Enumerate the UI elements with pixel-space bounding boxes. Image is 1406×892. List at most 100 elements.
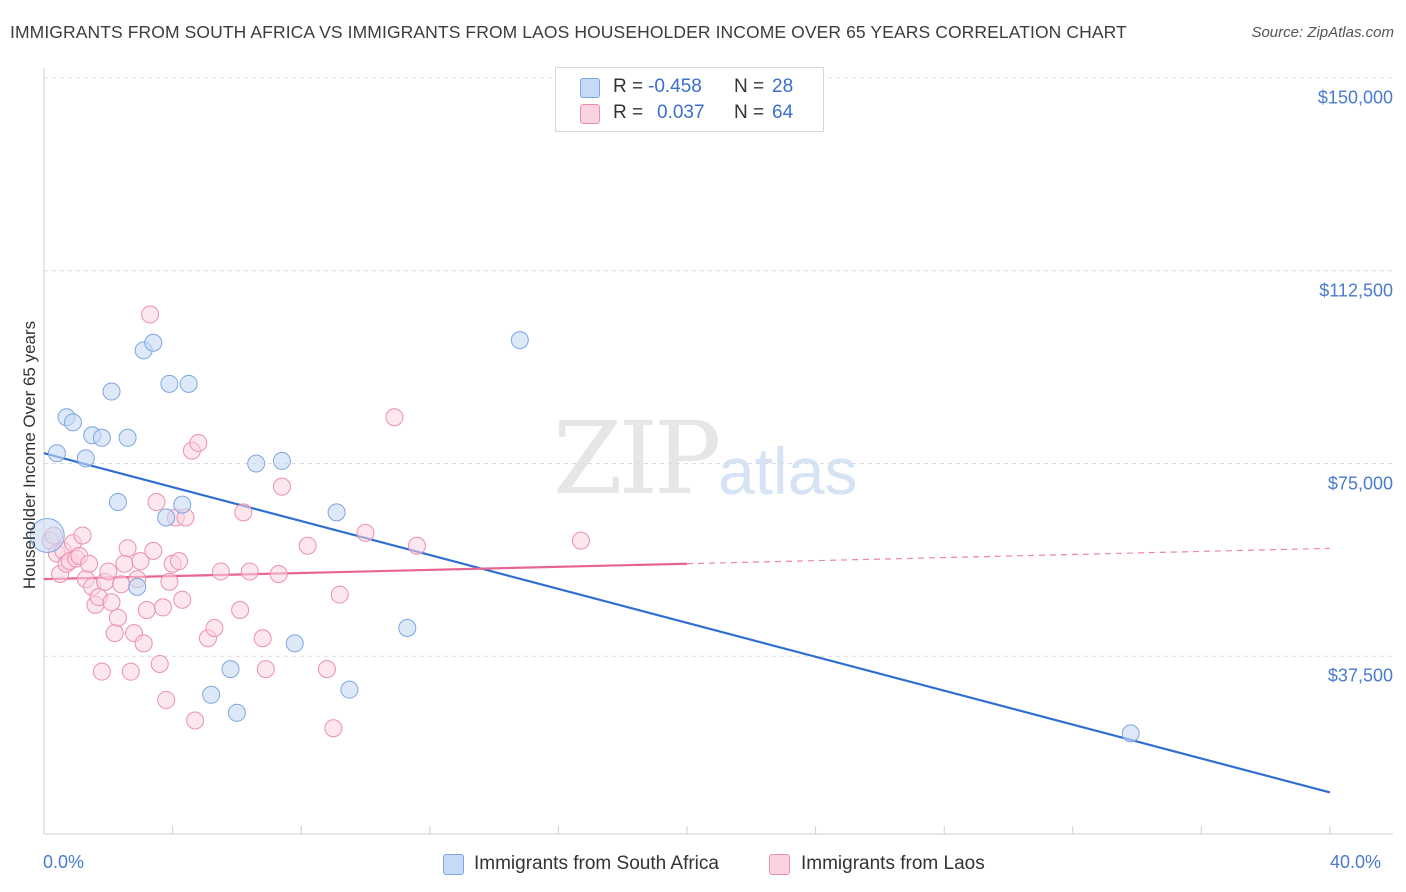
legend-swatch-laos [580, 104, 600, 124]
data-point-south-africa [108, 493, 127, 512]
data-point-laos [118, 539, 137, 558]
y-tick-label: $37,500 [1327, 665, 1393, 686]
trend-line-south-africa [43, 452, 1331, 794]
x-tick-label-min: 0.0% [43, 852, 85, 872]
legend-r-value: -0.458 [648, 76, 702, 97]
legend-r-label: R = [613, 76, 644, 97]
data-point-south-africa [47, 444, 66, 463]
data-point-laos [115, 554, 134, 573]
data-point-laos [186, 711, 205, 730]
trend-lines [43, 452, 1331, 794]
data-point-laos [324, 719, 343, 738]
data-point-laos [269, 565, 288, 584]
data-point-laos [298, 536, 317, 555]
data-point-laos [160, 572, 179, 591]
bottom-legend-swatch-south-africa [443, 854, 464, 875]
legend-n-label: N = [734, 102, 765, 123]
y-tick-label: $75,000 [1327, 473, 1393, 493]
data-point-south-africa [92, 428, 111, 447]
data-point-laos [256, 660, 275, 679]
x-tick-label-max: 40.0% [1330, 852, 1382, 872]
data-point-laos [157, 690, 176, 709]
data-point-south-africa [272, 451, 291, 470]
data-point-south-africa [157, 508, 176, 527]
data-point-laos [356, 523, 375, 542]
data-point-laos [330, 585, 349, 604]
data-point-laos [80, 554, 99, 573]
legend-n-label: N = [734, 76, 765, 97]
data-point-laos [137, 600, 156, 619]
data-point-laos [105, 624, 124, 643]
data-point-south-africa [63, 413, 82, 432]
data-point-south-africa [76, 449, 95, 468]
data-point-south-africa [128, 577, 147, 596]
legend-n-value: 28 [772, 76, 794, 97]
data-point-laos [102, 593, 121, 612]
watermark-atlas: atlas [718, 434, 858, 508]
bottom-legend-label-south-africa: Immigrants from South Africa [474, 853, 719, 874]
data-point-laos [170, 552, 189, 571]
data-point-laos [108, 608, 127, 627]
legend-swatch-south-africa [580, 78, 600, 98]
data-point-south-africa [510, 331, 529, 350]
correlation-legend: R = -0.458 N = 28 R = 0.037 N = 64 [555, 67, 824, 132]
data-point-laos [253, 629, 272, 648]
data-point-laos [150, 654, 169, 673]
y-tick-label: $112,500 [1319, 280, 1393, 301]
y-tick-label: $150,000 [1317, 87, 1393, 108]
data-point-south-africa [118, 428, 137, 447]
trend-line-laos-extension [686, 547, 1331, 565]
data-point-south-africa [173, 495, 192, 514]
data-point-laos [272, 477, 291, 496]
data-point-south-africa [247, 454, 266, 473]
data-point-laos [92, 662, 111, 681]
data-point-south-africa [221, 660, 240, 679]
data-point-south-africa [144, 333, 163, 352]
data-point-south-africa [1121, 724, 1140, 743]
watermark-zip: ZIP [553, 400, 721, 517]
data-point-laos [189, 433, 208, 452]
data-point-south-africa [102, 382, 121, 401]
data-point-laos [121, 662, 140, 681]
data-point-laos [99, 562, 118, 581]
data-point-laos [234, 503, 253, 522]
data-point-laos [173, 590, 192, 609]
legend-r-label: R = [613, 102, 644, 123]
data-point-laos [211, 562, 230, 581]
data-point-south-africa [202, 685, 221, 704]
axes [43, 68, 1393, 835]
data-point-laos [407, 536, 426, 555]
data-points [29, 305, 1140, 743]
data-point-laos [317, 660, 336, 679]
data-point-south-africa [29, 517, 65, 553]
bottom-legend-swatch-laos [769, 854, 790, 875]
data-point-laos [141, 305, 160, 324]
chart-title: IMMIGRANTS FROM SOUTH AFRICA VS IMMIGRAN… [10, 22, 1127, 42]
data-point-south-africa [285, 634, 304, 653]
data-point-laos [231, 600, 250, 619]
data-point-laos [205, 618, 224, 637]
legend-r-value: 0.037 [657, 102, 705, 123]
data-point-laos [134, 634, 153, 653]
data-point-laos [112, 575, 131, 594]
data-point-laos [73, 526, 92, 545]
y-axis-label: Householder Income Over 65 years [20, 320, 39, 590]
source-label: Source: ZipAtlas.com [1251, 24, 1394, 41]
data-point-south-africa [179, 374, 198, 393]
legend-n-value: 64 [772, 102, 794, 123]
data-point-laos [153, 598, 172, 617]
data-point-south-africa [340, 680, 359, 699]
data-point-south-africa [227, 703, 246, 722]
data-point-laos [240, 562, 259, 581]
data-point-laos [131, 552, 150, 571]
data-point-south-africa [398, 618, 417, 637]
data-point-laos [144, 541, 163, 560]
data-point-laos [385, 408, 404, 427]
bottom-legend-label-laos: Immigrants from Laos [801, 853, 985, 874]
data-point-south-africa [160, 374, 179, 393]
data-point-laos [147, 493, 166, 512]
data-point-south-africa [327, 503, 346, 522]
trend-line-laos [43, 562, 688, 581]
data-point-laos [571, 531, 590, 550]
